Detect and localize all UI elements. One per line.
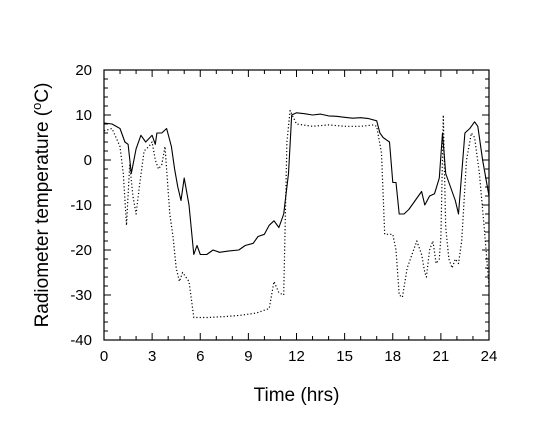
y-tick-label: -20 — [70, 242, 92, 259]
axis-ticks — [103, 69, 490, 341]
x-tick-label: 6 — [196, 348, 204, 365]
y-axis-title: Radiometer temperature (oC) — [29, 83, 54, 328]
x-tick-label: 9 — [244, 348, 252, 365]
series-line-solid — [103, 112, 490, 256]
x-tick-label: 21 — [433, 348, 450, 365]
y-tick-label: -30 — [70, 287, 92, 304]
x-tick-label: 3 — [148, 348, 156, 365]
x-tick-label: 24 — [481, 348, 498, 365]
series-layer — [103, 109, 490, 319]
x-tick-label: 0 — [100, 348, 108, 365]
x-axis-title: Time (hrs) — [254, 385, 340, 406]
y-tick-label: -10 — [70, 197, 92, 214]
series-line-dotted — [103, 109, 490, 319]
y-axis-title-unit: C) — [32, 83, 53, 103]
plot-area — [103, 69, 490, 341]
plot-frame — [103, 69, 490, 341]
x-tick-label: 18 — [384, 348, 401, 365]
y-tick-label: 20 — [75, 62, 92, 79]
y-tick-label: 0 — [84, 152, 92, 169]
axis-tick-labels: 0 3 6 9 12 15 18 21 24 20 10 0 -10 -20 -30 -40 — [70, 62, 497, 365]
y-axis-title-main: Radiometer temperature ( — [32, 109, 53, 327]
y-tick-label: -40 — [70, 332, 92, 349]
y-axis-title-degree-sup: o — [29, 103, 44, 110]
x-tick-label: 12 — [288, 348, 305, 365]
y-tick-label: 10 — [75, 107, 92, 124]
x-tick-label: 15 — [336, 348, 353, 365]
